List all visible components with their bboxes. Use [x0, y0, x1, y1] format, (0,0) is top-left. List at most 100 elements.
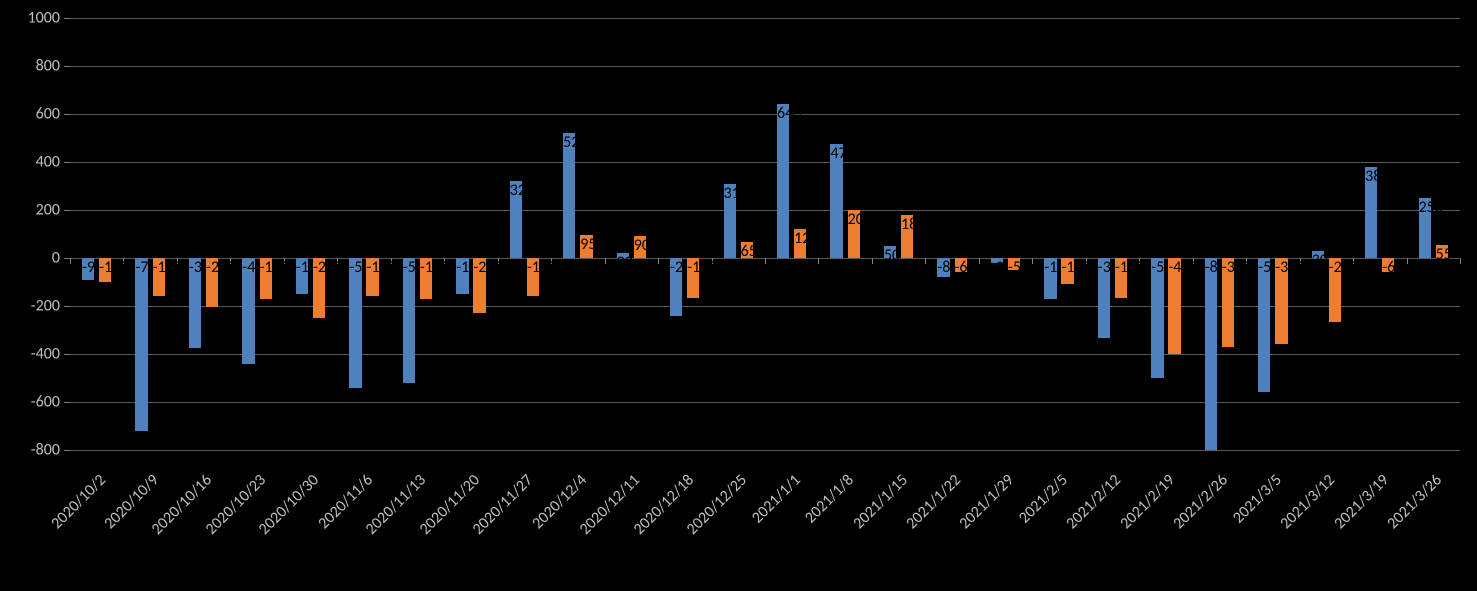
x-axis-label: 2021/1/1 [748, 471, 805, 528]
x-axis-label: 2021/1/22 [903, 471, 965, 533]
bar-series2: -265 [1329, 258, 1341, 322]
bar-series2: 180 [901, 215, 913, 258]
bar-series2: -165 [687, 258, 699, 298]
x-tick [979, 258, 980, 264]
bar-series1: -720 [135, 258, 147, 431]
y-axis-label: 400 [36, 153, 60, 172]
y-tick [64, 450, 70, 451]
y-axis-label: -800 [31, 441, 60, 460]
bar-series2: -60 [955, 258, 967, 272]
x-axis-label: 2021/1/29 [956, 471, 1018, 533]
x-tick [1407, 258, 1408, 264]
x-tick [658, 258, 659, 264]
bar-series2: -230 [473, 258, 485, 313]
y-axis-label: -200 [31, 297, 60, 316]
y-tick [64, 18, 70, 19]
x-axis-label: 2020/10/2 [47, 471, 109, 533]
bar-series1: 20 [617, 253, 629, 258]
bar-series2: -250 [313, 258, 325, 318]
gridline [70, 18, 1460, 19]
bar-series1: -150 [456, 258, 468, 294]
bar-series1: -520 [403, 258, 415, 383]
y-axis-label: -400 [31, 345, 60, 364]
bar-series2: -60 [1382, 258, 1394, 272]
y-tick [64, 402, 70, 403]
y-tick [64, 306, 70, 307]
bar-chart: -90-100-720-160-375-205-440-170-150-250-… [0, 0, 1477, 591]
bar-series2: -110 [1061, 258, 1073, 284]
gridline [70, 162, 1460, 163]
bar-series1: 640 [777, 104, 789, 258]
bar-series1: -80 [937, 258, 949, 277]
bar-series1: 380 [1365, 167, 1377, 258]
bar-series1: -560 [1258, 258, 1270, 392]
bar-series2: -400 [1168, 258, 1180, 354]
bar-series2: -360 [1275, 258, 1287, 344]
x-tick [872, 258, 873, 264]
bar-series1: 475 [830, 144, 842, 258]
gridline [70, 114, 1460, 115]
bar-series1: -170 [1044, 258, 1056, 299]
y-tick [64, 114, 70, 115]
bar-series2: -205 [206, 258, 218, 307]
bar-series1: -800 [1205, 258, 1217, 450]
gridline [70, 210, 1460, 211]
bar-series1: -20 [991, 258, 1003, 263]
bar-series2: -170 [420, 258, 432, 299]
bar-series2: -170 [260, 258, 272, 299]
x-tick [818, 258, 819, 264]
bar-series1: 30 [1312, 251, 1324, 258]
bar-series2: 120 [794, 229, 806, 258]
x-tick [1460, 258, 1461, 264]
x-axis-label: 2021/2/26 [1170, 471, 1232, 533]
bar-series1: -440 [242, 258, 254, 364]
bar-series1: 310 [724, 184, 736, 258]
x-tick [765, 258, 766, 264]
gridline [70, 354, 1460, 355]
x-axis-label: 2021/2/12 [1063, 471, 1125, 533]
bar-series1: 50 [884, 246, 896, 258]
y-axis-label: 200 [36, 201, 60, 220]
gridline [70, 306, 1460, 307]
bar-series1: 250 [1419, 198, 1431, 258]
bar-series1: -335 [1098, 258, 1110, 338]
gridline [70, 66, 1460, 67]
bar-series1: -150 [296, 258, 308, 294]
y-tick [64, 354, 70, 355]
bar-series1: 320 [510, 181, 522, 258]
x-axis-label: 2021/3/19 [1330, 471, 1392, 533]
x-axis-label: 2021/3/12 [1277, 471, 1339, 533]
bar-series2: 90 [634, 236, 646, 258]
x-tick [605, 258, 606, 264]
bar-series1: -375 [189, 258, 201, 348]
bar-series2: -160 [366, 258, 378, 296]
bar-series2: -370 [1222, 258, 1234, 347]
bar-series1: -540 [349, 258, 361, 388]
bar-series2: -165 [1115, 258, 1127, 298]
y-axis-label: 1000 [28, 9, 60, 28]
x-axis-label: 2021/1/15 [849, 471, 911, 533]
y-axis-label: 600 [36, 105, 60, 124]
bar-series2: 65 [741, 242, 753, 258]
bar-series2: -160 [153, 258, 165, 296]
gridline [70, 450, 1460, 451]
bar-series2: -50 [1008, 258, 1020, 270]
y-tick [64, 66, 70, 67]
y-axis-label: 0 [52, 249, 60, 268]
y-axis-label: -600 [31, 393, 60, 412]
bar-series1: -500 [1151, 258, 1163, 378]
bar-series1: -240 [670, 258, 682, 316]
x-tick [70, 258, 71, 264]
bar-series2: -100 [99, 258, 111, 282]
bar-series1: -90 [82, 258, 94, 280]
x-tick [925, 258, 926, 264]
bar-series2: -160 [527, 258, 539, 296]
plot-area: -90-100-720-160-375-205-440-170-150-250-… [70, 18, 1460, 450]
x-tick [1032, 258, 1033, 264]
x-axis-label: 2021/3/26 [1384, 471, 1446, 533]
x-axis-label: 2021/2/19 [1116, 471, 1178, 533]
bar-series1: 520 [563, 133, 575, 258]
bar-series2: 200 [848, 210, 860, 258]
y-axis-label: 800 [36, 57, 60, 76]
gridline [70, 402, 1460, 403]
